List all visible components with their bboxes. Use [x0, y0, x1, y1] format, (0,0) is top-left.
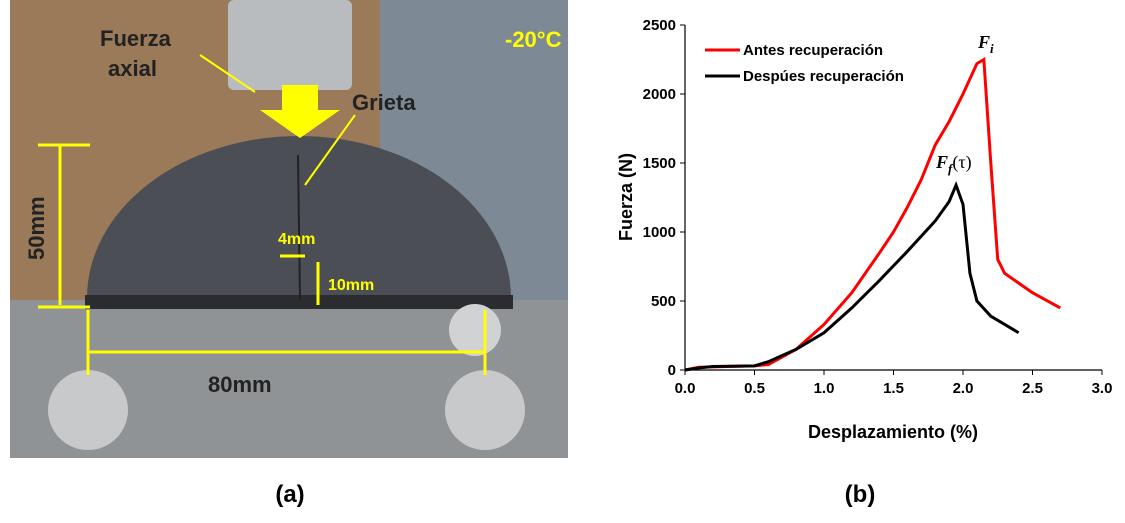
y-axis-label: Fuerza (N)	[616, 153, 636, 241]
y-tick-label: 2000	[643, 86, 676, 103]
x-tick-label: 1.0	[814, 380, 835, 397]
photo-label: 10mm	[328, 277, 374, 294]
photo-label: 4mm	[278, 231, 315, 248]
legend-label: Despúes recuperación	[743, 68, 904, 85]
annotation: Ff(τ)	[935, 152, 972, 176]
legend-label: Antes recuperación	[743, 42, 883, 59]
piston	[228, 0, 352, 90]
photo-label: Fuerza	[100, 26, 172, 51]
annotation-subscript: i	[990, 41, 994, 56]
photo-label: 50mm	[24, 196, 49, 260]
photo: Fuerza axial -20°C Grieta 50mm 4mm 10mm …	[10, 0, 568, 458]
photo-label: axial	[108, 56, 157, 81]
y-tick-label: 1000	[643, 224, 676, 241]
roller	[48, 370, 128, 450]
annotation-symbol: F	[977, 32, 990, 52]
support	[449, 304, 501, 356]
figure: Fuerza axial -20°C Grieta 50mm 4mm 10mm …	[0, 0, 1125, 518]
annotation: Fi	[977, 32, 994, 56]
photo-label: -20°C	[505, 27, 562, 52]
y-tick-label: 2500	[643, 17, 676, 34]
panel-label: (a)	[275, 481, 304, 508]
y-tick-label: 0	[668, 362, 676, 379]
annotation-suffix: (τ)	[952, 152, 971, 173]
roller	[445, 370, 525, 450]
x-tick-label: 2.5	[1022, 380, 1043, 397]
x-tick-label: 2.0	[953, 380, 974, 397]
x-tick-label: 0.0	[675, 380, 696, 397]
photo-label: 80mm	[208, 372, 272, 397]
photo-label: Grieta	[352, 90, 416, 115]
y-tick-label: 500	[651, 293, 676, 310]
annotation-symbol: F	[935, 152, 948, 172]
x-axis-label: Desplazamiento (%)	[808, 422, 978, 442]
panel-label: (b)	[845, 481, 876, 508]
x-tick-label: 0.5	[744, 380, 765, 397]
data-line	[685, 185, 1019, 370]
y-tick-label: 1500	[643, 155, 676, 172]
x-tick-label: 3.0	[1092, 380, 1113, 397]
x-tick-label: 1.5	[883, 380, 904, 397]
